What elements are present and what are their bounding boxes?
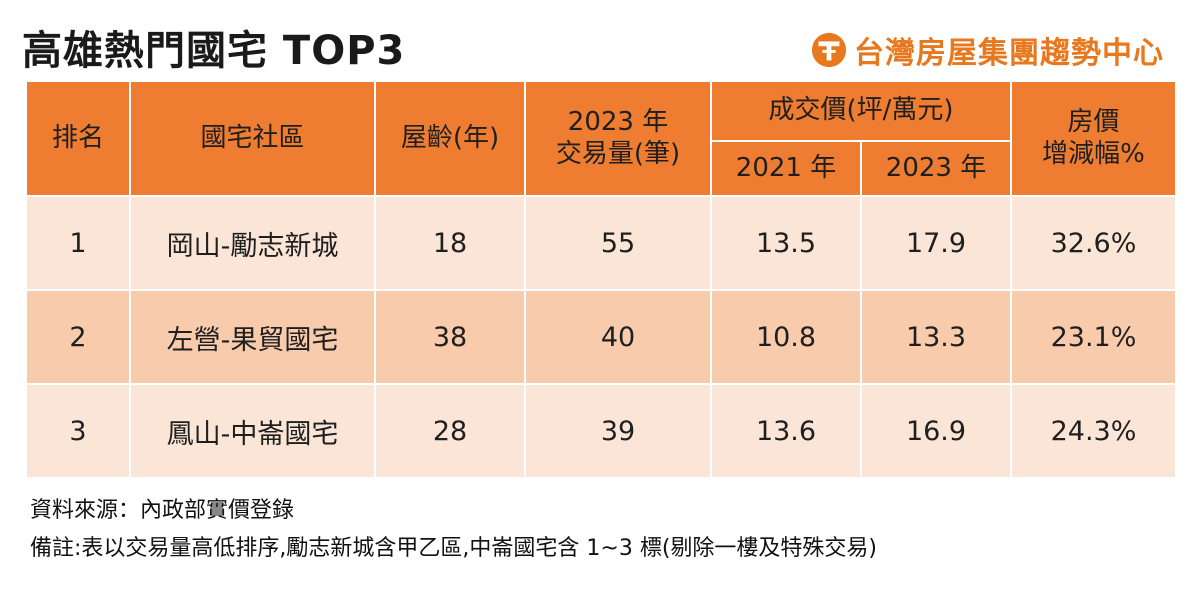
- brand-name: 台灣房屋集團趨勢中心: [854, 36, 1164, 71]
- header-volume: 2023 年 交易量(筆): [524, 80, 712, 197]
- source-note: 資料來源：內政部實價登錄: [30, 498, 295, 523]
- cell-volume: 55: [524, 195, 712, 291]
- header-volume-year: 2023 年: [567, 107, 669, 138]
- cell-change: 24.3%: [1010, 383, 1177, 479]
- brand-logo: 台灣房屋集團趨勢中心: [810, 30, 1164, 71]
- header-rank: 排名: [25, 80, 131, 197]
- cell-change: 32.6%: [1010, 195, 1177, 291]
- cell-price-2023: 17.9: [860, 195, 1012, 291]
- cell-community: 左營-果貿國宅: [129, 289, 376, 385]
- taiwan-realty-logo-icon: [811, 32, 847, 68]
- cell-community: 岡山-勵志新城: [129, 195, 376, 291]
- remark-note: 備註:表以交易量高低排序,勵志新城含甲乙區,中崙國宅含 1~3 標(剔除一樓及特…: [30, 536, 877, 561]
- cell-age: 38: [374, 289, 526, 385]
- table-row: 1 岡山-勵志新城 18 55 13.5 17.9 32.6%: [25, 195, 1177, 291]
- page-title: 高雄熱門國宅 TOP3: [22, 28, 406, 74]
- table-row: 3 鳳山-中崙國宅 28 39 13.6 16.9 24.3%: [25, 383, 1177, 479]
- cell-volume: 39: [524, 383, 712, 479]
- cell-price-2021: 13.6: [710, 383, 862, 479]
- cell-price-2021: 13.5: [710, 195, 862, 291]
- header-price-2023: 2023 年: [860, 140, 1012, 197]
- header-community: 國宅社區: [129, 80, 376, 197]
- table-row: 2 左營-果貿國宅 38 40 10.8 13.3 23.1%: [25, 289, 1177, 385]
- header-change-line1: 房價: [1067, 107, 1120, 138]
- cell-community: 鳳山-中崙國宅: [129, 383, 376, 479]
- cell-rank: 2: [25, 289, 131, 385]
- header-volume-label: 交易量(筆): [555, 138, 681, 169]
- cell-age: 28: [374, 383, 526, 479]
- cell-rank: 3: [25, 383, 131, 479]
- header-age: 屋齡(年): [374, 80, 526, 197]
- cell-age: 18: [374, 195, 526, 291]
- data-table: 排名 國宅社區 屋齡(年) 2023 年 交易量(筆) 成交價(坪/萬元) 房價…: [25, 80, 1177, 479]
- cell-rank: 1: [25, 195, 131, 291]
- footnotes: 資料來源：內政部實價登錄 備註:表以交易量高低排序,勵志新城含甲乙區,中崙國宅含…: [30, 492, 877, 568]
- header-price-2021: 2021 年: [710, 140, 862, 197]
- cell-price-2023: 13.3: [860, 289, 1012, 385]
- cell-volume: 40: [524, 289, 712, 385]
- cell-price-2023: 16.9: [860, 383, 1012, 479]
- header-price-group: 成交價(坪/萬元): [710, 80, 1012, 142]
- header-change: 房價 增減幅%: [1010, 80, 1177, 197]
- cell-change: 23.1%: [1010, 289, 1177, 385]
- header-change-line2: 增減幅%: [1042, 138, 1145, 169]
- cell-price-2021: 10.8: [710, 289, 862, 385]
